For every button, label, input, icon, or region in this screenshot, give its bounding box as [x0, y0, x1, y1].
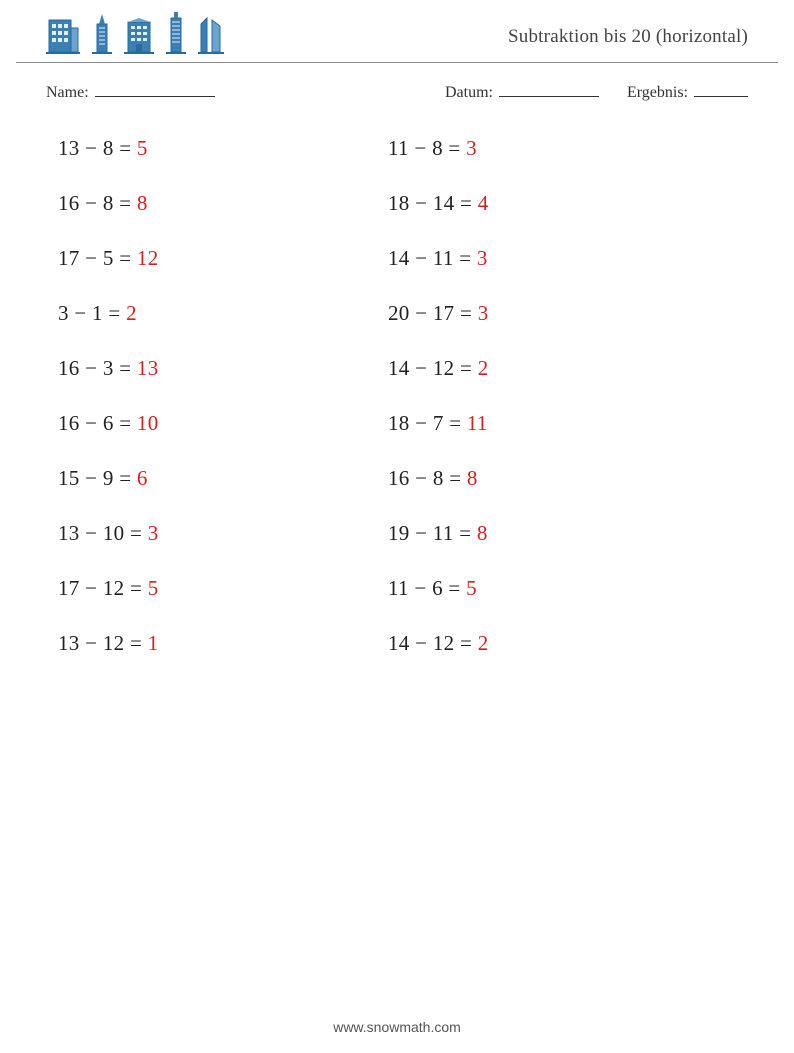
- worksheet-title: Subtraktion bis 20 (horizontal): [508, 26, 748, 54]
- problem-cell: 17 − 12 = 5: [58, 576, 388, 601]
- problem-answer: 2: [126, 301, 137, 325]
- name-label: Name:: [46, 84, 89, 101]
- problem-expression: 18 − 7 =: [388, 411, 467, 435]
- problem-row: 15 − 9 = 616 − 8 = 8: [58, 466, 748, 491]
- result-field: Ergebnis:: [627, 81, 748, 102]
- problem-cell: 13 − 8 = 5: [58, 136, 388, 161]
- problem-row: 16 − 6 = 1018 − 7 = 11: [58, 411, 748, 436]
- problem-expression: 19 − 11 =: [388, 521, 477, 545]
- problem-expression: 18 − 14 =: [388, 191, 478, 215]
- problem-row: 17 − 5 = 1214 − 11 = 3: [58, 246, 748, 271]
- building-icon-2: [92, 14, 112, 54]
- problem-row: 16 − 8 = 818 − 14 = 4: [58, 191, 748, 216]
- problem-row: 16 − 3 = 1314 − 12 = 2: [58, 356, 748, 381]
- problem-answer: 11: [467, 411, 488, 435]
- problem-answer: 12: [137, 246, 159, 270]
- problem-cell: 14 − 12 = 2: [388, 631, 489, 656]
- problem-answer: 4: [478, 191, 489, 215]
- problem-cell: 15 − 9 = 6: [58, 466, 388, 491]
- problems-grid: 13 − 8 = 511 − 8 = 316 − 8 = 818 − 14 = …: [16, 108, 778, 656]
- problem-answer: 2: [478, 356, 489, 380]
- problem-expression: 16 − 8 =: [388, 466, 467, 490]
- problem-answer: 8: [467, 466, 478, 490]
- problem-answer: 3: [478, 301, 489, 325]
- problem-expression: 16 − 3 =: [58, 356, 137, 380]
- problem-expression: 17 − 12 =: [58, 576, 148, 600]
- problem-cell: 18 − 7 = 11: [388, 411, 488, 436]
- problem-cell: 20 − 17 = 3: [388, 301, 489, 326]
- result-label: Ergebnis:: [627, 84, 688, 101]
- problem-answer: 13: [137, 356, 159, 380]
- problem-expression: 13 − 10 =: [58, 521, 148, 545]
- problem-cell: 14 − 11 = 3: [388, 246, 488, 271]
- building-icon-1: [46, 16, 80, 54]
- problem-cell: 18 − 14 = 4: [388, 191, 489, 216]
- problem-expression: 3 − 1 =: [58, 301, 126, 325]
- problem-answer: 10: [137, 411, 159, 435]
- problem-answer: 3: [477, 246, 488, 270]
- problem-expression: 17 − 5 =: [58, 246, 137, 270]
- problem-expression: 16 − 8 =: [58, 191, 137, 215]
- building-icon-4: [166, 12, 186, 54]
- problem-row: 13 − 10 = 319 − 11 = 8: [58, 521, 748, 546]
- problem-row: 13 − 8 = 511 − 8 = 3: [58, 136, 748, 161]
- problem-answer: 3: [148, 521, 159, 545]
- problem-expression: 14 − 11 =: [388, 246, 477, 270]
- worksheet-page: Subtraktion bis 20 (horizontal) Name: Da…: [0, 0, 794, 1053]
- meta-row: Name: Datum: Ergebnis:: [16, 63, 778, 108]
- problem-expression: 20 − 17 =: [388, 301, 478, 325]
- problem-answer: 8: [477, 521, 488, 545]
- problem-answer: 5: [148, 576, 159, 600]
- problem-cell: 13 − 10 = 3: [58, 521, 388, 546]
- problem-cell: 11 − 6 = 5: [388, 576, 477, 601]
- problem-row: 3 − 1 = 220 − 17 = 3: [58, 301, 748, 326]
- problem-cell: 16 − 3 = 13: [58, 356, 388, 381]
- problem-expression: 15 − 9 =: [58, 466, 137, 490]
- problem-answer: 5: [466, 576, 477, 600]
- problem-row: 13 − 12 = 114 − 12 = 2: [58, 631, 748, 656]
- problem-expression: 11 − 6 =: [388, 576, 466, 600]
- header-row: Subtraktion bis 20 (horizontal): [16, 0, 778, 63]
- problem-expression: 13 − 12 =: [58, 631, 148, 655]
- problem-answer: 1: [148, 631, 159, 655]
- problem-cell: 16 − 6 = 10: [58, 411, 388, 436]
- problem-row: 17 − 12 = 511 − 6 = 5: [58, 576, 748, 601]
- date-blank[interactable]: [499, 81, 599, 97]
- problem-cell: 17 − 5 = 12: [58, 246, 388, 271]
- problem-expression: 14 − 12 =: [388, 356, 478, 380]
- problem-cell: 3 − 1 = 2: [58, 301, 388, 326]
- problem-expression: 14 − 12 =: [388, 631, 478, 655]
- problem-expression: 13 − 8 =: [58, 136, 137, 160]
- building-icon-5: [198, 14, 224, 54]
- problem-expression: 16 − 6 =: [58, 411, 137, 435]
- problem-cell: 11 − 8 = 3: [388, 136, 477, 161]
- problem-cell: 16 − 8 = 8: [388, 466, 478, 491]
- problem-answer: 2: [478, 631, 489, 655]
- problem-cell: 19 − 11 = 8: [388, 521, 488, 546]
- date-label: Datum:: [445, 84, 493, 101]
- problem-answer: 3: [466, 136, 477, 160]
- buildings-logo: [46, 12, 224, 54]
- problem-answer: 6: [137, 466, 148, 490]
- problem-cell: 14 − 12 = 2: [388, 356, 489, 381]
- name-blank[interactable]: [95, 81, 215, 97]
- problem-expression: 11 − 8 =: [388, 136, 466, 160]
- name-field: Name:: [46, 81, 215, 102]
- problem-cell: 13 − 12 = 1: [58, 631, 388, 656]
- date-field: Datum:: [445, 81, 599, 102]
- problem-answer: 8: [137, 191, 148, 215]
- result-blank[interactable]: [694, 81, 748, 97]
- problem-cell: 16 − 8 = 8: [58, 191, 388, 216]
- problem-answer: 5: [137, 136, 148, 160]
- building-icon-3: [124, 18, 154, 54]
- footer-url: www.snowmath.com: [0, 1019, 794, 1035]
